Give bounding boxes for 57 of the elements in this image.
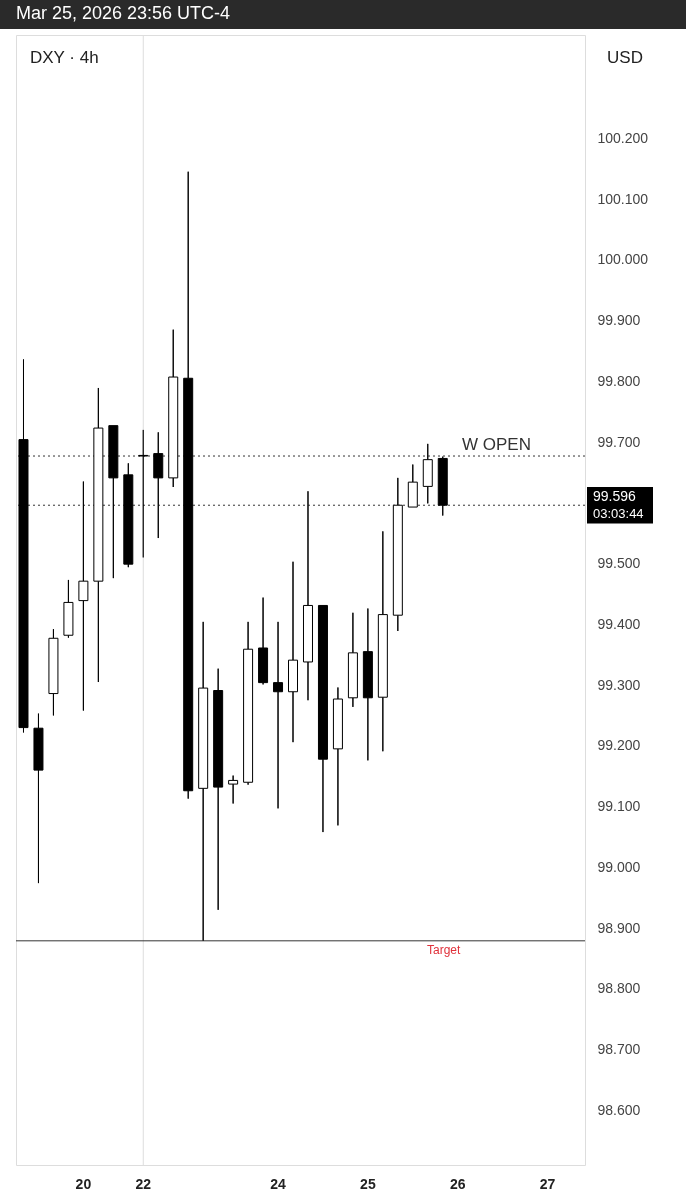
- candlestick: [302, 490, 313, 701]
- y-tick-label: 99.800: [597, 372, 641, 389]
- candlestick: [377, 530, 388, 752]
- candlestick: [213, 668, 224, 911]
- candlestick: [362, 608, 373, 761]
- candlestick: [407, 464, 418, 508]
- candlestick: [63, 579, 74, 639]
- y-tick-label: 100.200: [597, 129, 649, 146]
- candlestick: [288, 561, 299, 743]
- ref-line-label: 99.596: [593, 488, 637, 505]
- y-tick-label: 99.200: [597, 737, 641, 754]
- candlestick: [273, 621, 284, 809]
- candlestick: [168, 329, 179, 488]
- candlestick: [317, 604, 328, 833]
- y-tick-label: 99.400: [597, 615, 641, 632]
- candlestick: [228, 775, 239, 805]
- candlestick: [392, 477, 403, 632]
- y-tick-label: 100.100: [597, 190, 649, 207]
- text: Mar 25, 2026 23:56 UTC-4: [16, 3, 231, 23]
- y-tick-label: 99.300: [597, 676, 641, 693]
- text: DXY · 4h: [30, 48, 99, 67]
- text: 03:03:44: [593, 506, 644, 522]
- y-tick-label: 99.000: [597, 858, 641, 875]
- candlestick: [138, 429, 149, 558]
- text: USD: [607, 48, 643, 67]
- x-tick-label: 20: [75, 1175, 92, 1192]
- candlestick: [48, 628, 59, 716]
- x-tick-label: 26: [449, 1175, 466, 1192]
- candlestick: [93, 387, 104, 683]
- candlestick: [258, 597, 269, 685]
- y-tick-label: 100.000: [597, 251, 649, 268]
- candlestick: [243, 621, 254, 786]
- candlestick: [422, 443, 433, 504]
- candlestick: [33, 713, 44, 884]
- y-tick-label: 99.700: [597, 433, 641, 450]
- ref-line-label: W OPEN: [462, 435, 531, 455]
- candlestick: [347, 612, 358, 708]
- y-tick-label: 98.600: [597, 1101, 641, 1118]
- x-tick-label: 27: [539, 1175, 556, 1192]
- candlestick: [78, 481, 89, 712]
- candlestick: [153, 431, 164, 539]
- ref-line-label: Target: [427, 942, 462, 957]
- y-tick-label: 99.100: [597, 798, 641, 815]
- y-tick-label: 99.500: [597, 555, 641, 572]
- y-tick-label: 98.900: [597, 919, 641, 936]
- x-tick-label: 24: [270, 1175, 287, 1192]
- x-tick-label: 22: [135, 1175, 152, 1192]
- x-tick-label: 25: [360, 1175, 376, 1192]
- y-tick-label: 99.900: [597, 312, 641, 329]
- y-tick-label: 98.700: [597, 1041, 641, 1058]
- candlestick: [332, 686, 343, 826]
- y-tick-label: 98.800: [597, 980, 641, 997]
- candlestick: [123, 462, 134, 568]
- candlestick: [108, 425, 119, 579]
- candlestick: [198, 621, 209, 942]
- candlestick: [183, 171, 194, 800]
- candlestick: [437, 456, 448, 517]
